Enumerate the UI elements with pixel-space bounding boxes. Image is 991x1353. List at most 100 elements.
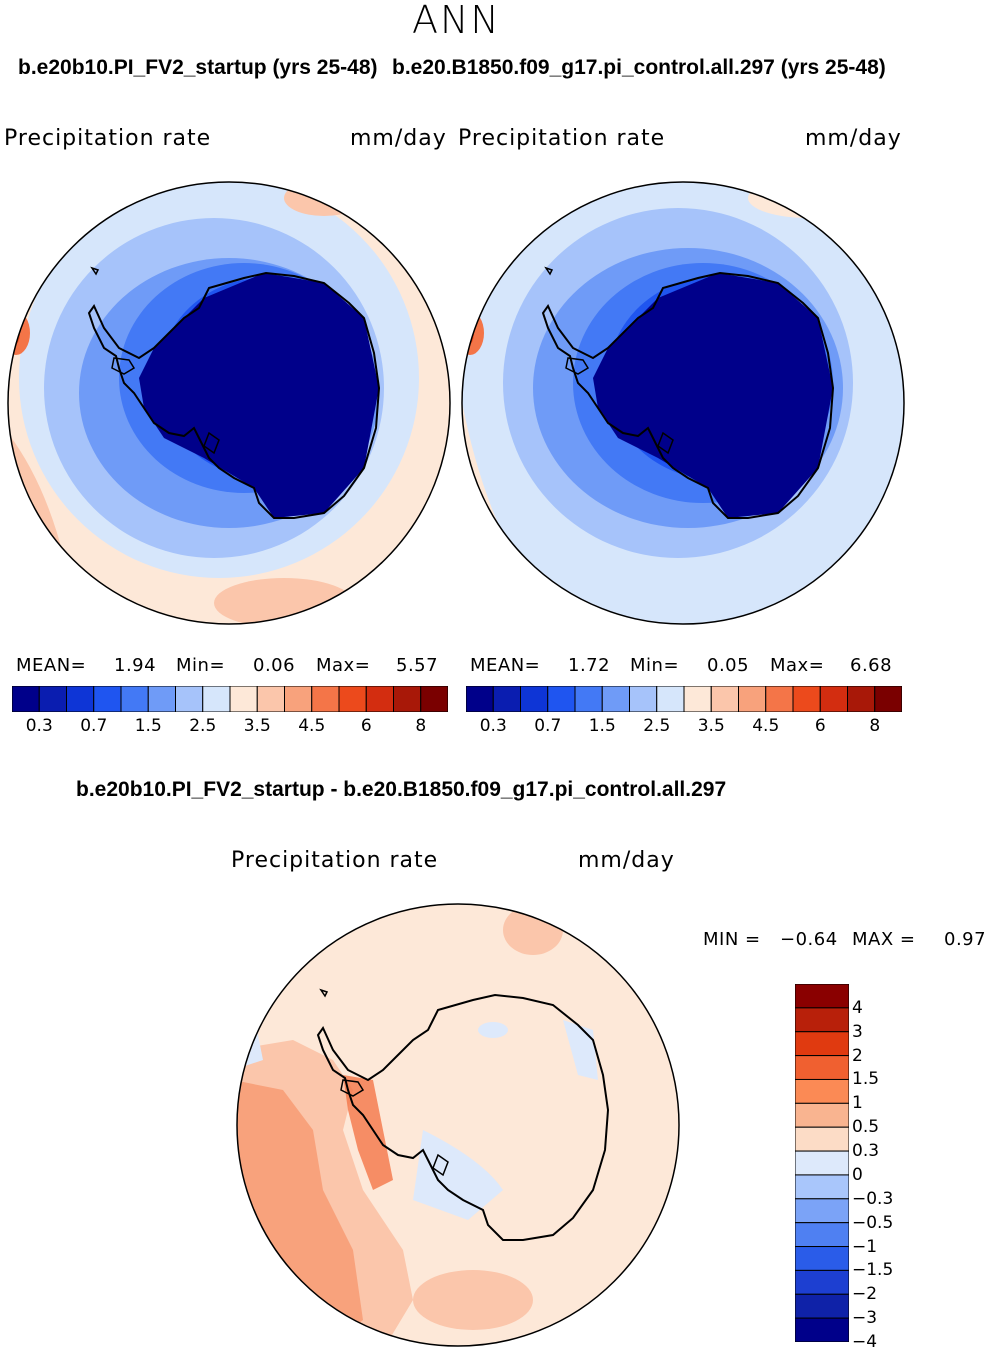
left-max-value: 5.57	[396, 655, 439, 676]
left-polar-map	[7, 181, 451, 625]
diff-colorbar	[795, 984, 849, 1342]
left-colorbar-swatch	[66, 686, 95, 712]
diff-colorbar-tick-label: −0.3	[852, 1188, 894, 1209]
right-polar-map	[461, 181, 905, 625]
diff-colorbar-swatch	[795, 1198, 849, 1224]
left-colorbar-swatch	[311, 686, 340, 712]
diff-title: b.e20b10.PI_FV2_startup - b.e20.B1850.f0…	[76, 778, 727, 801]
right-min-label: Min=	[630, 655, 680, 676]
left-colorbar-swatch	[38, 686, 67, 712]
case-title-left: b.e20b10.PI_FV2_startup (yrs 25-48)	[18, 56, 378, 79]
right-colorbar-swatch	[683, 686, 712, 712]
left-mean-label: MEAN=	[16, 655, 87, 676]
left-colorbar-swatch	[229, 686, 258, 712]
diff-colorbar-tick-label: 0	[852, 1164, 863, 1185]
right-colorbar-tick-label: 3.5	[697, 716, 725, 736]
diff-colorbar-tick-label: 0.5	[852, 1117, 880, 1138]
left-colorbar-swatch	[12, 686, 40, 712]
diff-colorbar-tick-label: −1	[852, 1236, 878, 1257]
right-colorbar-swatch	[547, 686, 576, 712]
left-colorbar-swatch	[93, 686, 122, 712]
diff-colorbar-swatch	[795, 1293, 849, 1319]
left-colorbar-swatch	[202, 686, 231, 712]
right-units-label: mm/day	[805, 126, 902, 151]
right-mean-label: MEAN=	[470, 655, 541, 676]
right-colorbar-swatch	[601, 686, 630, 712]
right-colorbar-swatch	[819, 686, 848, 712]
diff-colorbar-swatch	[795, 1246, 849, 1271]
right-colorbar-ticks: 0.3 0.7 1.5 2.5 3.5 4.5 6 8	[466, 716, 902, 738]
right-colorbar-swatch	[874, 686, 902, 712]
diff-colorbar-swatch	[795, 1102, 849, 1128]
left-variable-label: Precipitation rate	[4, 126, 212, 151]
diff-colorbar-tick-label: −3	[852, 1308, 878, 1329]
diff-colorbar-swatch	[795, 1269, 849, 1295]
diff-polar-map	[236, 903, 680, 1347]
diff-max-label: MAX =	[852, 929, 916, 950]
left-colorbar-tick-label: 0.7	[80, 716, 108, 736]
right-colorbar-swatch	[574, 686, 603, 712]
left-colorbar-tick-label: 4.5	[298, 716, 326, 736]
right-colorbar-tick-label: 0.3	[479, 716, 507, 736]
left-colorbar-tick-label: 8	[415, 716, 427, 736]
right-max-value: 6.68	[850, 655, 893, 676]
diff-colorbar-swatch	[795, 1078, 849, 1104]
left-colorbar-tick-label: 1.5	[134, 716, 162, 736]
right-colorbar-tick-label: 0.7	[534, 716, 562, 736]
diff-colorbar-swatch	[795, 1126, 849, 1152]
left-colorbar-tick-label: 3.5	[243, 716, 271, 736]
right-colorbar-tick-label: 4.5	[752, 716, 780, 736]
diff-colorbar-swatch	[795, 1317, 849, 1342]
left-colorbar-swatch	[175, 686, 204, 712]
right-mean-value: 1.72	[568, 655, 611, 676]
diff-colorbar-tick-label: 0.3	[852, 1141, 880, 1162]
diff-colorbar-swatch	[795, 984, 849, 1009]
left-colorbar-swatch	[284, 686, 313, 712]
left-colorbar-swatch	[420, 686, 448, 712]
left-min-label: Min=	[176, 655, 226, 676]
right-colorbar-swatch	[738, 686, 767, 712]
left-colorbar-swatch	[365, 686, 394, 712]
diff-colorbar-tick-label: −1.5	[852, 1260, 894, 1281]
left-colorbar-swatch	[147, 686, 176, 712]
right-colorbar-swatch	[629, 686, 658, 712]
diff-colorbar-tick-label: 2	[852, 1045, 863, 1066]
right-colorbar-swatch	[656, 686, 685, 712]
diff-variable-label: Precipitation rate	[231, 848, 439, 873]
diff-colorbar-tick-label: 4	[852, 997, 863, 1018]
right-colorbar-tick-label: 6	[814, 716, 826, 736]
left-colorbar-tick-label: 6	[360, 716, 372, 736]
diff-colorbar-tick-label: −0.5	[852, 1212, 894, 1233]
diff-colorbar-swatch	[795, 1150, 849, 1176]
right-colorbar-tick-label: 1.5	[588, 716, 616, 736]
diff-colorbar-tick-label: −2	[852, 1284, 878, 1305]
right-colorbar-tick-label: 2.5	[643, 716, 671, 736]
diff-colorbar-swatch	[795, 1174, 849, 1200]
case-title-right: b.e20.B1850.f09_g17.pi_control.all.297 (…	[392, 56, 886, 79]
diff-colorbar-swatch	[795, 1007, 849, 1033]
right-colorbar-swatch	[765, 686, 794, 712]
diff-min-label: MIN =	[703, 929, 761, 950]
right-colorbar-swatch	[466, 686, 494, 712]
left-mean-value: 1.94	[114, 655, 157, 676]
left-colorbar-tick-label: 0.3	[25, 716, 53, 736]
right-colorbar-swatch	[520, 686, 549, 712]
right-colorbar-swatch	[792, 686, 821, 712]
right-colorbar-swatch	[710, 686, 739, 712]
right-colorbar	[466, 686, 902, 712]
left-colorbar-swatch	[120, 686, 149, 712]
left-colorbar-tick-label: 2.5	[189, 716, 217, 736]
right-colorbar-swatch	[847, 686, 876, 712]
diff-colorbar-tick-label: 1.5	[852, 1069, 880, 1090]
diff-colorbar-swatch	[795, 1055, 849, 1080]
diff-colorbar-swatch	[795, 1031, 849, 1057]
right-max-label: Max=	[770, 655, 825, 676]
diff-colorbar-ticks: 4 3 2 1.5 1 0.5 0.3 0 −0.3 −0.5 −1 −1.5 −2 −3 −4	[852, 984, 912, 1352]
right-colorbar-swatch	[492, 686, 521, 712]
left-colorbar-swatch	[338, 686, 367, 712]
left-units-label: mm/day	[350, 126, 447, 151]
left-colorbar-ticks: 0.3 0.7 1.5 2.5 3.5 4.5 6 8	[12, 716, 448, 738]
left-min-value: 0.06	[253, 655, 296, 676]
diff-colorbar-swatch	[795, 1222, 849, 1248]
diff-colorbar-tick-label: −4	[852, 1332, 878, 1352]
